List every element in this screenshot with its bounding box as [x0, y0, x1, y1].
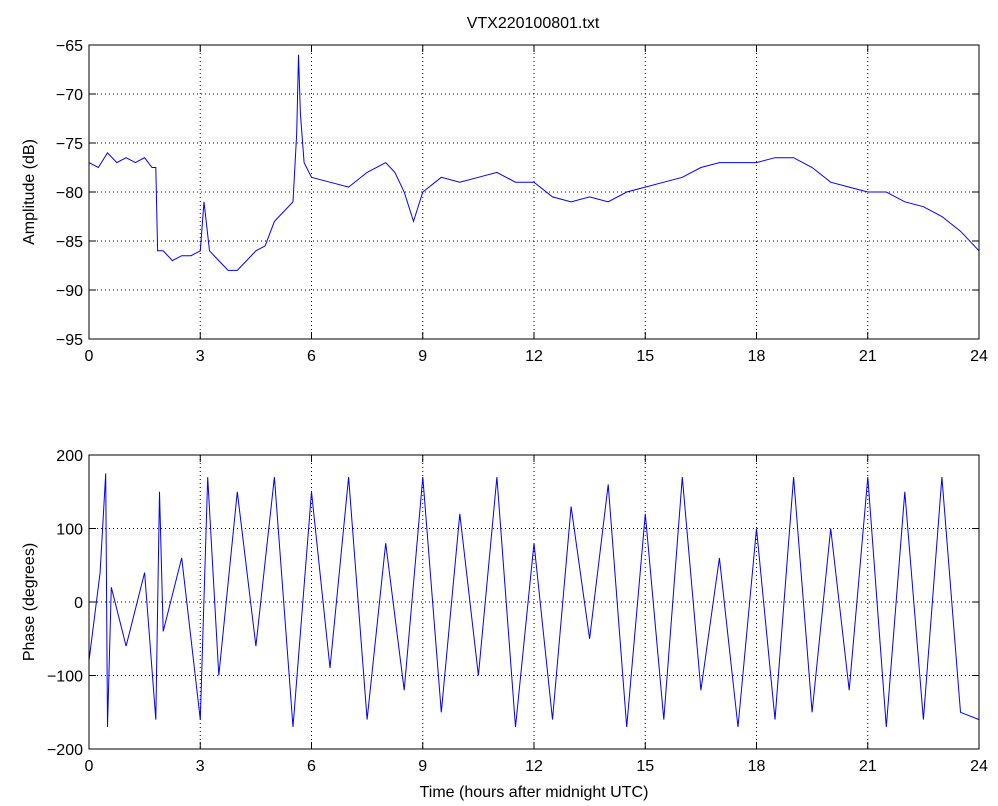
phase-x-axis-label: Time (hours after midnight UTC) [420, 784, 649, 801]
phase-x-tick-label: 21 [859, 758, 877, 775]
figure-title: VTX220100801.txt [467, 15, 600, 32]
phase-y-tick-label: −100 [47, 669, 83, 686]
amplitude-y-tick-label: −85 [56, 234, 83, 251]
phase-x-tick-label: 9 [418, 758, 427, 775]
phase-axes-frame [88, 454, 980, 750]
amplitude-y-axis-label: Amplitude (dB) [21, 139, 38, 245]
amplitude-grid [89, 45, 979, 339]
amplitude-y-tick-label: −80 [56, 185, 83, 202]
phase-x-tick-label: 3 [196, 758, 205, 775]
amplitude-y-tick-label: −95 [56, 332, 83, 349]
amplitude-x-tick-label: 6 [307, 348, 316, 365]
amplitude-panel: 0 3 6 9 12 15 18 21 24 −95 −90 −85 −80 −75 −70 −65 Amp… [21, 38, 988, 365]
phase-y-axis-label: Phase (degrees) [21, 543, 38, 661]
phase-series-line [88, 473, 980, 728]
amplitude-x-tick-label: 3 [196, 348, 205, 365]
amplitude-series-line [88, 54, 980, 271]
phase-x-tick-label: 15 [636, 758, 654, 775]
amplitude-x-tick-label: 0 [85, 348, 94, 365]
amplitude-y-tick-label: −70 [56, 87, 83, 104]
phase-y-tick-label: 200 [56, 448, 83, 465]
phase-x-tick-labels: 0 3 6 9 12 15 18 21 24 [85, 758, 988, 775]
amplitude-y-tick-label: −90 [56, 283, 83, 300]
phase-x-tick-label: 6 [307, 758, 316, 775]
amplitude-x-tick-labels: 0 3 6 9 12 15 18 21 24 [85, 348, 988, 365]
amplitude-y-tick-label: −75 [56, 136, 83, 153]
phase-x-tick-label: 0 [85, 758, 94, 775]
phase-x-tick-label: 18 [748, 758, 766, 775]
phase-grid [89, 455, 979, 749]
amplitude-x-tick-label: 24 [970, 348, 988, 365]
amplitude-y-tick-label: −65 [56, 38, 83, 55]
phase-y-tick-label: 100 [56, 522, 83, 539]
phase-y-tick-labels: −200 −100 0 100 200 [47, 448, 83, 759]
amplitude-x-tick-label: 15 [636, 348, 654, 365]
phase-panel: 0 3 6 9 12 15 18 21 24 −200 −100 0 100 200 Phase (de… [21, 448, 988, 801]
amplitude-x-tick-label: 18 [748, 348, 766, 365]
phase-y-tick-label: −200 [47, 742, 83, 759]
amplitude-x-tick-label: 12 [525, 348, 543, 365]
amplitude-x-tick-label: 9 [418, 348, 427, 365]
phase-x-tick-label: 24 [970, 758, 988, 775]
amplitude-axes-frame [88, 44, 980, 340]
phase-y-tick-label: 0 [74, 595, 83, 612]
amplitude-x-tick-label: 21 [859, 348, 877, 365]
phase-x-tick-label: 12 [525, 758, 543, 775]
amplitude-y-tick-labels: −95 −90 −85 −80 −75 −70 −65 [56, 38, 83, 349]
